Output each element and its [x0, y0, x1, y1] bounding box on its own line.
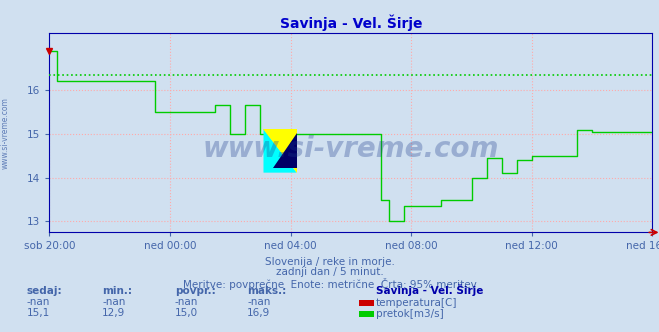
Title: Savinja - Vel. Širje: Savinja - Vel. Širje — [279, 14, 422, 31]
Text: Slovenija / reke in morje.: Slovenija / reke in morje. — [264, 257, 395, 267]
Text: www.si-vreme.com: www.si-vreme.com — [203, 135, 499, 163]
Text: Savinja - Vel. Širje: Savinja - Vel. Širje — [376, 284, 483, 296]
Text: pretok[m3/s]: pretok[m3/s] — [376, 309, 444, 319]
Text: -nan: -nan — [175, 297, 198, 307]
Text: sedaj:: sedaj: — [26, 286, 62, 296]
Text: povpr.:: povpr.: — [175, 286, 215, 296]
Text: 15,0: 15,0 — [175, 308, 198, 318]
Text: -nan: -nan — [102, 297, 125, 307]
Text: Meritve: povprečne  Enote: metrične  Črta: 95% meritev: Meritve: povprečne Enote: metrične Črta:… — [183, 278, 476, 290]
Text: -nan: -nan — [247, 297, 270, 307]
Text: 12,9: 12,9 — [102, 308, 125, 318]
Text: -nan: -nan — [26, 297, 49, 307]
Text: min.:: min.: — [102, 286, 132, 296]
Text: zadnji dan / 5 minut.: zadnji dan / 5 minut. — [275, 267, 384, 277]
Text: www.si-vreme.com: www.si-vreme.com — [1, 97, 10, 169]
Text: 15,1: 15,1 — [26, 308, 49, 318]
Text: temperatura[C]: temperatura[C] — [376, 298, 457, 308]
Text: 16,9: 16,9 — [247, 308, 270, 318]
Text: maks.:: maks.: — [247, 286, 287, 296]
